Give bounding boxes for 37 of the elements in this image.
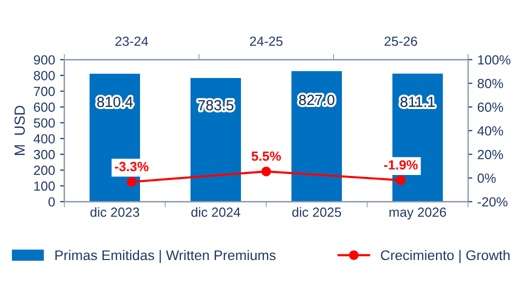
x-tick-label: 24-25 bbox=[250, 36, 283, 46]
y-tick-label: 800 bbox=[34, 70, 55, 80]
y-tick-label: -20% bbox=[478, 197, 508, 207]
y-tick-label: 700 bbox=[34, 86, 55, 96]
y-tick-label: 100% bbox=[478, 55, 510, 65]
x-tick-label: dic 2024 bbox=[191, 207, 240, 217]
data-label: 5.5% bbox=[252, 151, 281, 161]
point bbox=[396, 175, 406, 186]
legend-label: Crecimiento | Growth bbox=[380, 250, 510, 263]
legend-label: Primas Emitidas | Written Premiums bbox=[55, 250, 276, 263]
y-tick-label: 100 bbox=[34, 181, 55, 191]
y-tick-label: 0 bbox=[48, 197, 55, 207]
y-tick-label: 40% bbox=[477, 126, 504, 136]
y-tick-label: 600 bbox=[34, 102, 55, 112]
data-label: 811.1 bbox=[400, 96, 435, 108]
y-tick-label: 0% bbox=[478, 174, 496, 183]
y-axis-title: M USD bbox=[14, 106, 25, 155]
x-tick-label: dic 2025 bbox=[292, 207, 342, 217]
y-tick-label: 900 bbox=[34, 55, 55, 65]
data-label: 810.4 bbox=[97, 96, 133, 108]
x-tick-label: may 2026 bbox=[390, 208, 446, 220]
x-tick-label: dic 2023 bbox=[90, 207, 140, 217]
x-tick-label: 25-26 bbox=[384, 36, 418, 46]
point bbox=[126, 177, 136, 187]
y-tick-label: 20% bbox=[478, 150, 504, 160]
data-label: -1.9% bbox=[384, 160, 418, 170]
y-tick-label: 500 bbox=[34, 118, 55, 128]
y-tick-label: 200 bbox=[34, 166, 55, 175]
y-tick-label: 60% bbox=[478, 102, 504, 112]
y-tick-label: 80% bbox=[478, 78, 504, 88]
data-label: 783.5 bbox=[198, 100, 234, 110]
x-tick-label: 23-24 bbox=[115, 36, 148, 46]
point bbox=[261, 166, 272, 176]
y-tick-label: 300 bbox=[34, 150, 55, 160]
data-label: 827.0 bbox=[299, 94, 334, 106]
data-label: -3.3% bbox=[114, 162, 149, 172]
y-tick-label: 400 bbox=[34, 134, 55, 144]
